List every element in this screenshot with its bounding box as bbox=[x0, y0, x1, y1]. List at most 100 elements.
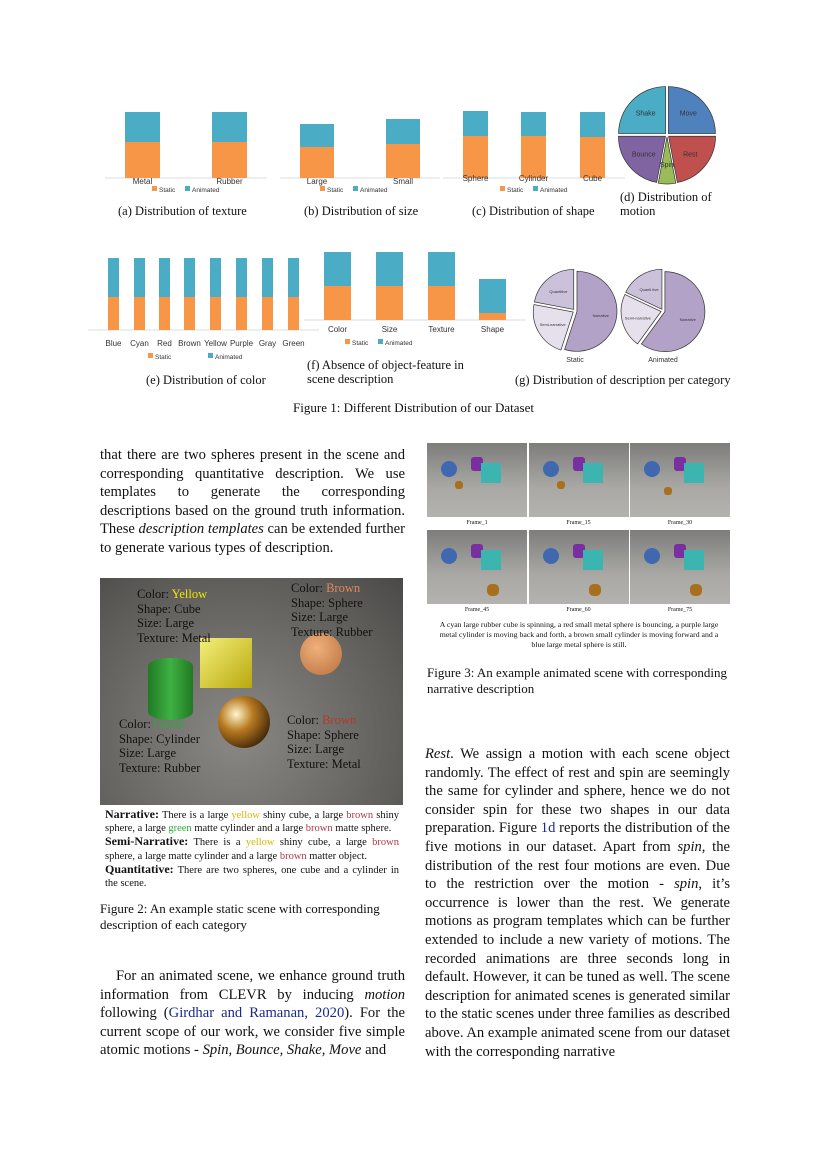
description-pie-static-slice-semi-narrative bbox=[532, 304, 574, 351]
bar-static-texture bbox=[428, 286, 455, 320]
bar-static-gray bbox=[262, 297, 273, 330]
pie-title-animated: Animated bbox=[648, 357, 678, 364]
motion-pie-slice-bounce bbox=[618, 135, 666, 183]
slice-label: Rest bbox=[683, 151, 697, 158]
figure-2-scene-image bbox=[100, 578, 403, 805]
legend-static: Static bbox=[352, 340, 369, 347]
tick-label: Texture bbox=[428, 325, 455, 334]
frame-label: Frame_75 bbox=[667, 607, 693, 613]
tick-label: Rubber bbox=[216, 177, 243, 186]
bar-static-sphere bbox=[463, 136, 488, 178]
bar-static-cube bbox=[580, 137, 605, 178]
caption-d: (d) Distribution of motion bbox=[620, 190, 712, 218]
bar-animated-size bbox=[376, 252, 403, 286]
legend-swatch-static bbox=[345, 339, 350, 344]
figure-3-description: A cyan large rubber cube is spinning, a … bbox=[439, 620, 719, 649]
bar-static-green bbox=[288, 297, 299, 330]
bar-static-rubber bbox=[212, 142, 247, 178]
bar-animated-cube bbox=[580, 112, 605, 137]
description-pie-animated-slice-semi-narrative bbox=[620, 294, 662, 345]
bar-static-size bbox=[376, 286, 403, 320]
motion-pie-slice-move bbox=[668, 86, 716, 134]
bar-animated-texture bbox=[428, 252, 455, 286]
bar-animated-cyan bbox=[134, 258, 145, 297]
tick-label: Blue bbox=[105, 339, 122, 348]
animation-frame bbox=[427, 443, 527, 517]
legend-animated: Animated bbox=[215, 354, 243, 361]
bar-static-shape bbox=[479, 313, 506, 320]
caption-g: (g) Distribution of description per cate… bbox=[515, 373, 731, 387]
slice-label: Move bbox=[680, 111, 697, 118]
slice-label: Spin bbox=[660, 162, 674, 169]
tick-label: Yellow bbox=[204, 339, 227, 348]
legend-static: Static bbox=[155, 354, 172, 361]
tick-label: Cylinder bbox=[519, 174, 549, 183]
caption-f: (f) Absence of object-feature in scene d… bbox=[307, 358, 464, 386]
legend-swatch-static bbox=[148, 353, 153, 358]
frame-label: Frame_15 bbox=[566, 520, 591, 526]
bar-static-red bbox=[159, 297, 170, 330]
slice-label: Quanti tive bbox=[640, 287, 660, 292]
tick-label: Color bbox=[328, 325, 347, 334]
legend-swatch-animated bbox=[353, 186, 358, 191]
bar-animated-green bbox=[288, 258, 299, 297]
description-pie-animated-slice-quanti-tive bbox=[625, 268, 663, 310]
bar-animated-color bbox=[324, 252, 351, 286]
legend-swatch-animated bbox=[185, 186, 190, 191]
slice-label: Narrative bbox=[593, 313, 610, 318]
description-pie-animated-slice-narrative bbox=[640, 271, 706, 352]
description-pie-static-slice-quantitive bbox=[534, 269, 575, 310]
right-paragraph: Rest. We assign a motion with each scene… bbox=[425, 746, 731, 1060]
citation-link[interactable]: Girdhar and Ramanan, 2020 bbox=[168, 1005, 345, 1022]
tick-label: Red bbox=[157, 339, 172, 348]
legend-swatch-static bbox=[320, 186, 325, 191]
narrative-description: Narrative: There is a large yellow shiny… bbox=[105, 807, 399, 835]
bar-animated-small bbox=[386, 119, 420, 144]
yellow-cube bbox=[200, 638, 252, 688]
frame-label: Frame_1 bbox=[466, 520, 488, 526]
bar-static-brown bbox=[184, 297, 195, 330]
bar-animated-cylinder bbox=[521, 112, 546, 136]
tick-label: Large bbox=[307, 177, 328, 186]
slice-label: Narrative bbox=[680, 317, 697, 322]
tick-label: Cube bbox=[583, 174, 603, 183]
slice-label: Semi-narrative bbox=[540, 322, 567, 327]
caption-e: (e) Distribution of color bbox=[146, 373, 266, 387]
brown-metal-sphere bbox=[218, 696, 270, 748]
object-label-3: Color: Green Shape: Cylinder Size: Large Te… bbox=[119, 717, 201, 775]
bar-animated-sphere bbox=[463, 111, 488, 136]
bar-animated-large bbox=[300, 124, 334, 147]
bar-animated-brown bbox=[184, 258, 195, 297]
legend-animated: Animated bbox=[540, 187, 568, 194]
tick-label: Size bbox=[382, 325, 398, 334]
figure-2-caption: Figure 2: An example static scene with c… bbox=[100, 901, 380, 932]
figure-3-caption: Figure 3: An example animated scene with… bbox=[427, 665, 728, 696]
bar-static-cylinder bbox=[521, 136, 546, 178]
bar-animated-shape bbox=[479, 279, 506, 313]
legend-swatch-animated bbox=[378, 339, 383, 344]
animation-frame bbox=[528, 530, 629, 604]
bar-static-small bbox=[386, 144, 420, 178]
slice-label: Bounce bbox=[632, 151, 656, 158]
legend-animated: Animated bbox=[192, 187, 220, 194]
object-label-2: Color: Brown Shape: Sphere Size: Large Text… bbox=[291, 581, 373, 639]
slice-label: Semi-narrative bbox=[625, 315, 652, 320]
legend-swatch-static bbox=[500, 186, 505, 191]
legend-static: Static bbox=[327, 187, 344, 194]
figure-2-descriptions: Narrative: There is a large yellow shiny… bbox=[105, 807, 399, 890]
tick-label: Small bbox=[393, 177, 413, 186]
figure-1-caption: Figure 1: Different Distribution of our … bbox=[293, 400, 534, 415]
left-paragraph-2: For an animated scene, we enhance ground… bbox=[100, 968, 405, 1059]
tick-label: Brown bbox=[178, 339, 201, 348]
motion-pie-slice-rest bbox=[668, 135, 716, 183]
tick-label: Cyan bbox=[130, 339, 149, 348]
legend-swatch-animated bbox=[533, 186, 538, 191]
object-label-1: Color: Yellow Shape: Cube Size: Large Textu… bbox=[137, 587, 211, 645]
motion-pie-slice-shake bbox=[618, 86, 666, 134]
tick-label: Metal bbox=[133, 177, 153, 186]
frame-label: Frame_60 bbox=[566, 607, 591, 613]
bar-static-purple bbox=[236, 297, 247, 330]
tick-label: Purple bbox=[230, 339, 254, 348]
figure-1d-link[interactable]: 1d bbox=[540, 820, 556, 837]
green-cylinder bbox=[148, 658, 193, 720]
